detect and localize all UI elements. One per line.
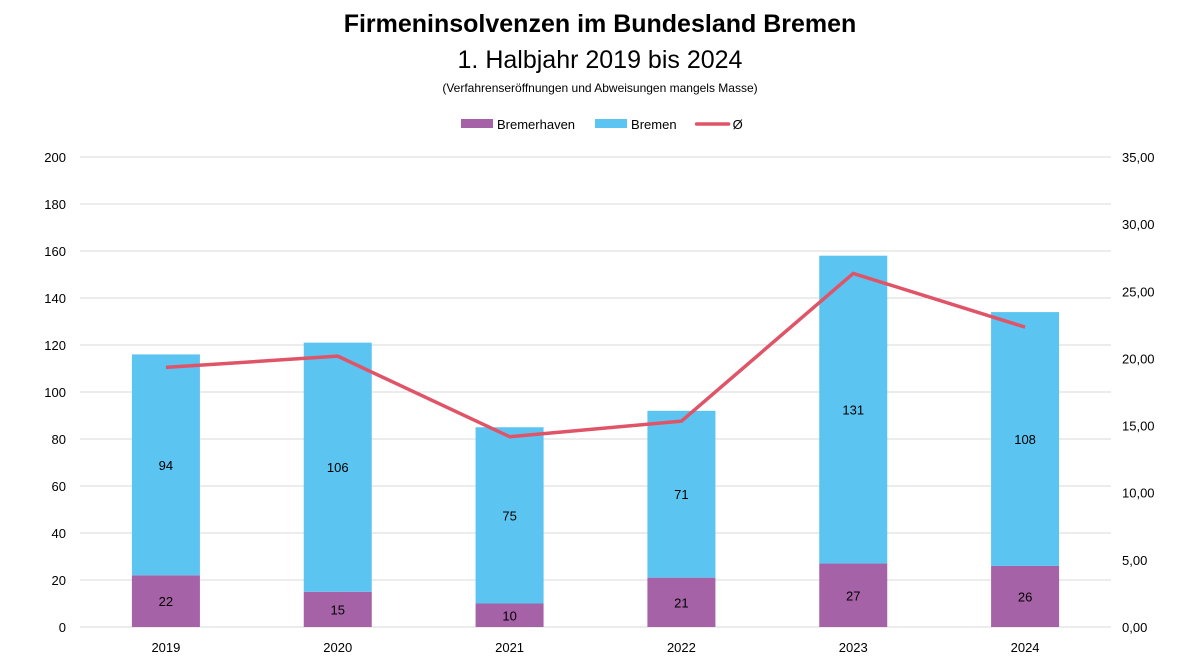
data-label: 75	[502, 508, 516, 523]
legend-label: Bremerhaven	[497, 117, 575, 132]
chart-title: Firmeninsolvenzen im Bundesland Bremen	[343, 10, 857, 38]
y-right-tick-label: 15,00	[1122, 419, 1155, 434]
y-left-tick-label: 140	[44, 291, 66, 306]
bar-bremen	[647, 410, 716, 578]
data-label: 10	[502, 608, 516, 623]
legend-label: Bremen	[631, 117, 677, 132]
legend-swatch-bremen	[595, 119, 628, 128]
x-tick-label: 2020	[323, 640, 352, 655]
bar-bremerhaven	[991, 565, 1060, 627]
x-tick-label: 2024	[1011, 640, 1040, 655]
y-left-tick-label: 200	[44, 150, 66, 165]
chart-subtitle: 1. Halbjahr 2019 bis 2024	[457, 46, 743, 74]
bar-bremen	[303, 342, 372, 592]
legend-label: Ø	[733, 117, 743, 132]
y-left-tick-label: 80	[52, 432, 66, 447]
y-right-tick-label: 30,00	[1122, 217, 1155, 232]
y-left-tick-label: 100	[44, 385, 66, 400]
bar-bremen	[819, 255, 888, 564]
y-right-tick-label: 35,00	[1122, 150, 1155, 165]
y-right-tick-label: 10,00	[1122, 486, 1155, 501]
data-label: 21	[674, 595, 688, 610]
data-label: 106	[327, 460, 349, 475]
data-label: 131	[842, 403, 864, 418]
bar-bremerhaven	[475, 603, 544, 627]
bar-bremen	[991, 312, 1060, 566]
y-left-tick-label: 160	[44, 244, 66, 259]
y-right-tick-label: 25,00	[1122, 284, 1155, 299]
y-left-tick-label: 180	[44, 197, 66, 212]
data-label: 108	[1014, 432, 1036, 447]
bar-bremerhaven	[303, 591, 372, 627]
y-right-tick-label: 20,00	[1122, 351, 1155, 366]
y-right-tick-label: 0,00	[1122, 620, 1147, 635]
y-left-tick-label: 20	[52, 573, 66, 588]
bar-bremen	[131, 354, 200, 576]
data-label: 94	[159, 458, 173, 473]
legend-swatch-bremerhaven	[461, 119, 493, 128]
bar-bremerhaven	[819, 563, 888, 627]
line-average	[165, 271, 1026, 439]
x-tick-label: 2023	[839, 640, 868, 655]
y-left-tick-label: 0	[59, 620, 66, 635]
bar-bremerhaven	[131, 575, 200, 627]
y-left-tick-label: 120	[44, 338, 66, 353]
data-label: 71	[674, 487, 688, 502]
data-label: 26	[1018, 589, 1032, 604]
x-tick-label: 2022	[667, 640, 696, 655]
y-left-tick-label: 40	[52, 526, 66, 541]
x-tick-label: 2021	[495, 640, 524, 655]
bar-bremen	[475, 427, 544, 604]
bar-bremerhaven	[647, 577, 716, 627]
y-right-tick-label: 5,00	[1122, 553, 1147, 568]
data-label: 15	[331, 602, 345, 617]
data-label: 22	[159, 594, 173, 609]
x-tick-label: 2019	[151, 640, 180, 655]
data-label: 27	[846, 588, 860, 603]
y-left-tick-label: 60	[52, 479, 66, 494]
chart-note: (Verfahrenseröffnungen und Abweisungen m…	[442, 81, 758, 95]
